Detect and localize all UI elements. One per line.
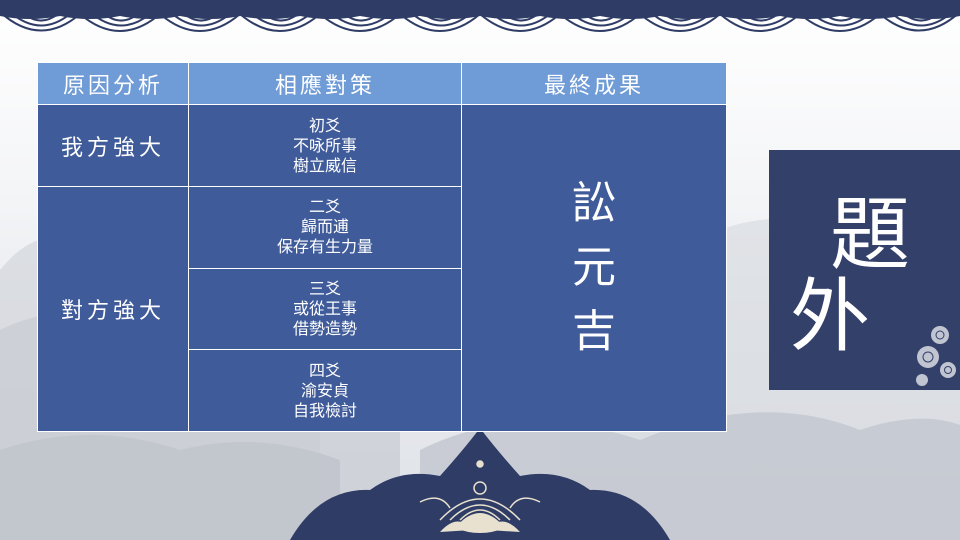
response-cell: 三爻 或從王事 借勢造勢 [188,267,462,351]
strategy-table: 原因分析 相應對策 最終成果 我方強大 初爻 不咏所事 樹立威信 訟 元 吉 對… [37,61,727,432]
result-char: 吉 [572,306,616,358]
response-line: 三爻 [308,278,341,298]
reason-cell: 我方強大 [37,104,189,187]
response-cell: 四爻 渝安貞 自我檢討 [188,349,462,432]
response-cell: 初爻 不咏所事 樹立威信 [188,104,462,187]
result-cell: 訟 元 吉 [461,104,727,432]
header-cause-analysis: 原因分析 [37,61,189,106]
table-row: 我方強大 初爻 不咏所事 樹立威信 訟 元 吉 [37,104,727,432]
response-cell: 二爻 歸而逋 保存有生力量 [188,186,462,269]
table-row: 四爻 渝安貞 自我檢討 [38,349,727,432]
response-line: 自我檢討 [292,400,357,420]
response-line: 保存有生力量 [276,237,373,257]
response-line: 借勢造勢 [292,318,357,338]
response-line: 初爻 [308,115,341,135]
table-row: 三爻 或從王事 借勢造勢 [38,267,727,351]
response-line: 渝安貞 [300,380,349,400]
slide-title: 題 外 [790,190,940,380]
response-line: 歸而逋 [300,217,349,237]
response-line: 樹立威信 [292,155,357,175]
table-row: 對方強大 二爻 歸而逋 保存有生力量 [37,186,727,432]
response-line: 四爻 [308,360,341,380]
cloud-pattern-border [0,0,960,32]
response-line: 或從王事 [292,298,357,318]
table-header-row: 原因分析 相應對策 最終成果 [37,61,727,106]
header-countermeasure: 相應對策 [188,61,462,106]
reason-cell: 對方強大 [37,186,189,432]
response-line: 二爻 [308,197,341,217]
result-char: 訟 [572,178,616,230]
header-final-result: 最終成果 [461,61,727,106]
response-line: 不咏所事 [292,135,357,155]
title-char: 外 [790,270,870,363]
result-char: 元 [572,242,616,294]
flower-ornament [916,326,956,386]
lotus-medallion-ornament [290,428,670,540]
title-char: 題 [830,188,910,281]
